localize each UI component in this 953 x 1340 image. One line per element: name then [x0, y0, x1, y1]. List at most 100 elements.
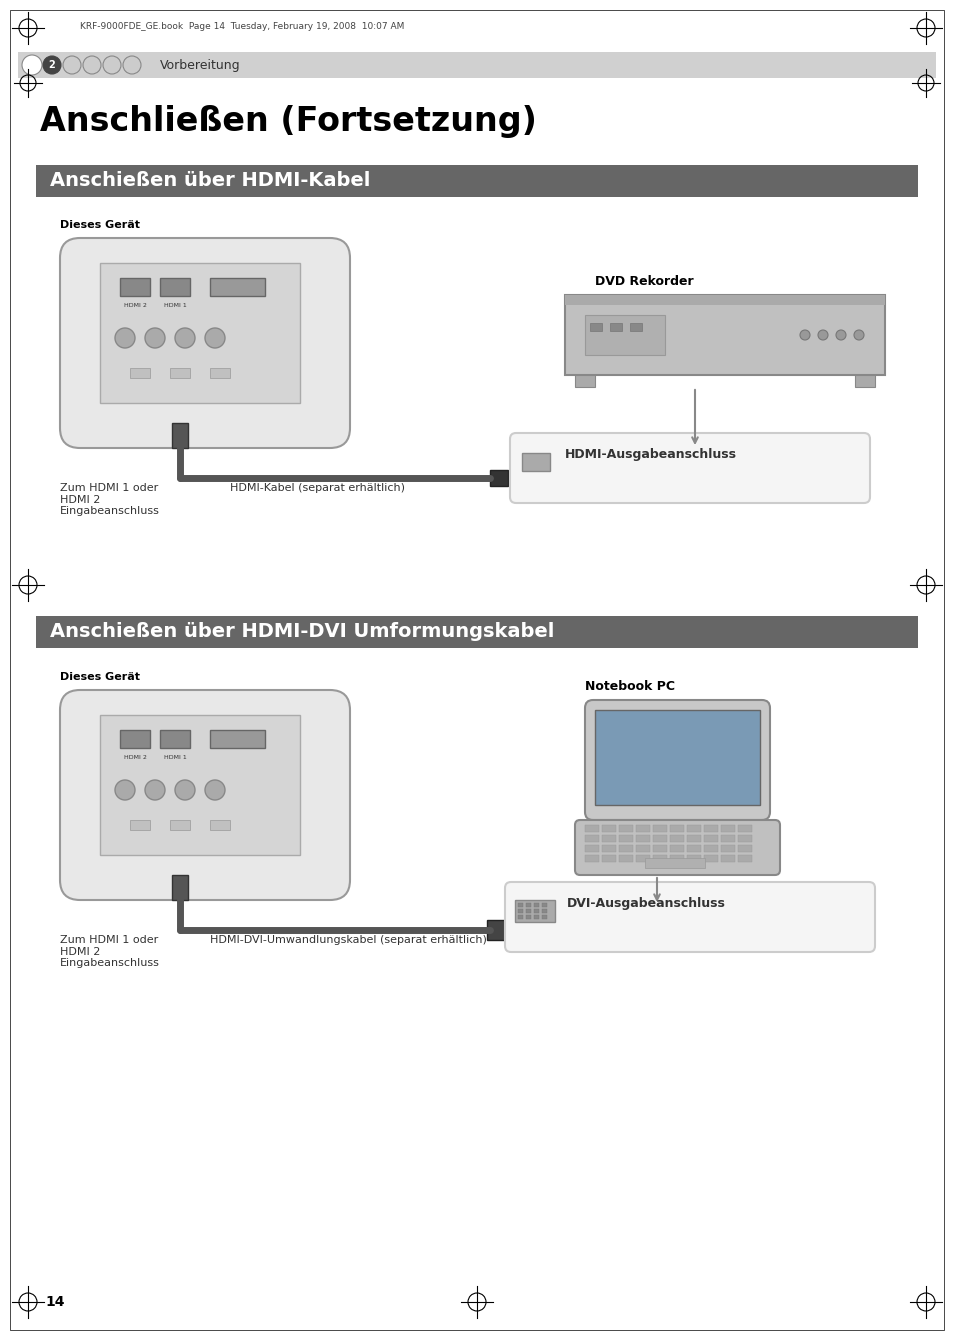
Bar — [738, 835, 751, 842]
Bar — [120, 730, 150, 748]
Bar — [720, 835, 734, 842]
Bar — [669, 855, 683, 862]
Bar — [669, 835, 683, 842]
Bar — [584, 315, 664, 355]
Circle shape — [43, 56, 61, 74]
Bar — [703, 835, 718, 842]
Text: Dieses Gerät: Dieses Gerät — [60, 671, 140, 682]
Text: Vorbereitung: Vorbereitung — [160, 59, 240, 71]
Bar — [720, 855, 734, 862]
Bar — [636, 846, 649, 852]
Bar — [210, 277, 265, 296]
Bar — [534, 915, 538, 919]
Text: KRF-9000FDE_GE.book  Page 14  Tuesday, February 19, 2008  10:07 AM: KRF-9000FDE_GE.book Page 14 Tuesday, Feb… — [80, 21, 404, 31]
Bar — [854, 375, 874, 387]
Text: HDMI 1: HDMI 1 — [164, 303, 186, 308]
Text: HDMI 2: HDMI 2 — [124, 303, 146, 308]
Bar — [36, 165, 917, 197]
Circle shape — [205, 328, 225, 348]
Bar — [589, 323, 601, 331]
Bar — [703, 846, 718, 852]
Bar — [636, 835, 649, 842]
Bar — [170, 369, 190, 378]
Text: Dieses Gerät: Dieses Gerät — [60, 220, 140, 230]
Bar — [720, 846, 734, 852]
Bar — [703, 855, 718, 862]
Bar — [738, 825, 751, 832]
Text: HDMI 2: HDMI 2 — [124, 754, 146, 760]
Bar — [564, 295, 884, 375]
Text: 2: 2 — [49, 60, 55, 70]
FancyBboxPatch shape — [504, 882, 874, 951]
Text: Anschließen (Fortsetzung): Anschließen (Fortsetzung) — [40, 105, 537, 138]
Bar — [517, 915, 522, 919]
Bar — [720, 825, 734, 832]
Text: Notebook PC: Notebook PC — [584, 679, 675, 693]
Circle shape — [145, 328, 165, 348]
Bar — [584, 855, 598, 862]
Bar — [515, 900, 555, 922]
Bar — [36, 616, 917, 649]
Bar — [210, 730, 265, 748]
Bar — [738, 855, 751, 862]
Bar — [517, 909, 522, 913]
Bar — [170, 820, 190, 829]
FancyBboxPatch shape — [584, 699, 769, 820]
Circle shape — [800, 330, 809, 340]
Bar — [686, 825, 700, 832]
Bar — [636, 825, 649, 832]
Bar — [669, 846, 683, 852]
Bar — [210, 820, 230, 829]
Circle shape — [817, 330, 827, 340]
Bar — [686, 846, 700, 852]
Bar — [703, 825, 718, 832]
Circle shape — [115, 780, 135, 800]
Bar — [120, 277, 150, 296]
Bar — [644, 858, 704, 868]
Bar — [130, 369, 150, 378]
Text: Zum HDMI 1 oder
HDMI 2
Eingabeanschluss: Zum HDMI 1 oder HDMI 2 Eingabeanschluss — [60, 935, 160, 969]
Circle shape — [115, 328, 135, 348]
Bar — [100, 716, 299, 855]
Text: HDMI-Ausgabeanschluss: HDMI-Ausgabeanschluss — [564, 448, 737, 461]
FancyBboxPatch shape — [575, 820, 780, 875]
Bar — [541, 915, 546, 919]
Circle shape — [174, 328, 194, 348]
Bar — [595, 710, 760, 805]
Bar — [521, 453, 550, 470]
Text: DVD Rekorder: DVD Rekorder — [595, 275, 693, 288]
Bar — [652, 825, 666, 832]
Bar — [601, 846, 616, 852]
Text: Zum HDMI 1 oder
HDMI 2
Eingabeanschluss: Zum HDMI 1 oder HDMI 2 Eingabeanschluss — [60, 482, 160, 516]
Bar — [525, 915, 531, 919]
Bar — [130, 820, 150, 829]
Circle shape — [853, 330, 863, 340]
Text: HDMI-DVI-Umwandlungskabel (separat erhältlich): HDMI-DVI-Umwandlungskabel (separat erhäl… — [210, 935, 486, 945]
Bar — [490, 470, 507, 486]
Bar — [636, 855, 649, 862]
Bar — [584, 846, 598, 852]
Bar — [525, 903, 531, 907]
Text: Anschießen über HDMI-DVI Umformungskabel: Anschießen über HDMI-DVI Umformungskabel — [50, 622, 554, 641]
Bar — [652, 846, 666, 852]
FancyBboxPatch shape — [510, 433, 869, 502]
Bar — [738, 846, 751, 852]
Bar — [575, 375, 595, 387]
Bar — [160, 277, 190, 296]
Bar — [584, 835, 598, 842]
Bar — [686, 855, 700, 862]
FancyBboxPatch shape — [60, 239, 350, 448]
Bar — [541, 903, 546, 907]
FancyBboxPatch shape — [60, 690, 350, 900]
Bar — [652, 835, 666, 842]
Bar — [160, 730, 190, 748]
Bar — [686, 835, 700, 842]
Circle shape — [83, 56, 101, 74]
Circle shape — [145, 780, 165, 800]
Bar — [564, 295, 884, 306]
Text: 14: 14 — [45, 1294, 65, 1309]
Circle shape — [22, 55, 42, 75]
Text: Anschießen über HDMI-Kabel: Anschießen über HDMI-Kabel — [50, 172, 370, 190]
Bar — [652, 855, 666, 862]
Bar — [534, 903, 538, 907]
